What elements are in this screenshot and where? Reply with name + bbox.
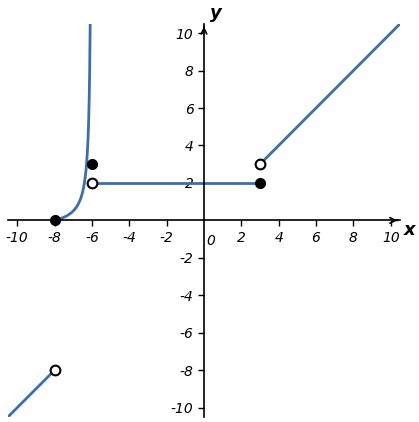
Text: x: x xyxy=(404,221,416,239)
Text: y: y xyxy=(210,4,221,22)
Text: 0: 0 xyxy=(207,233,216,248)
